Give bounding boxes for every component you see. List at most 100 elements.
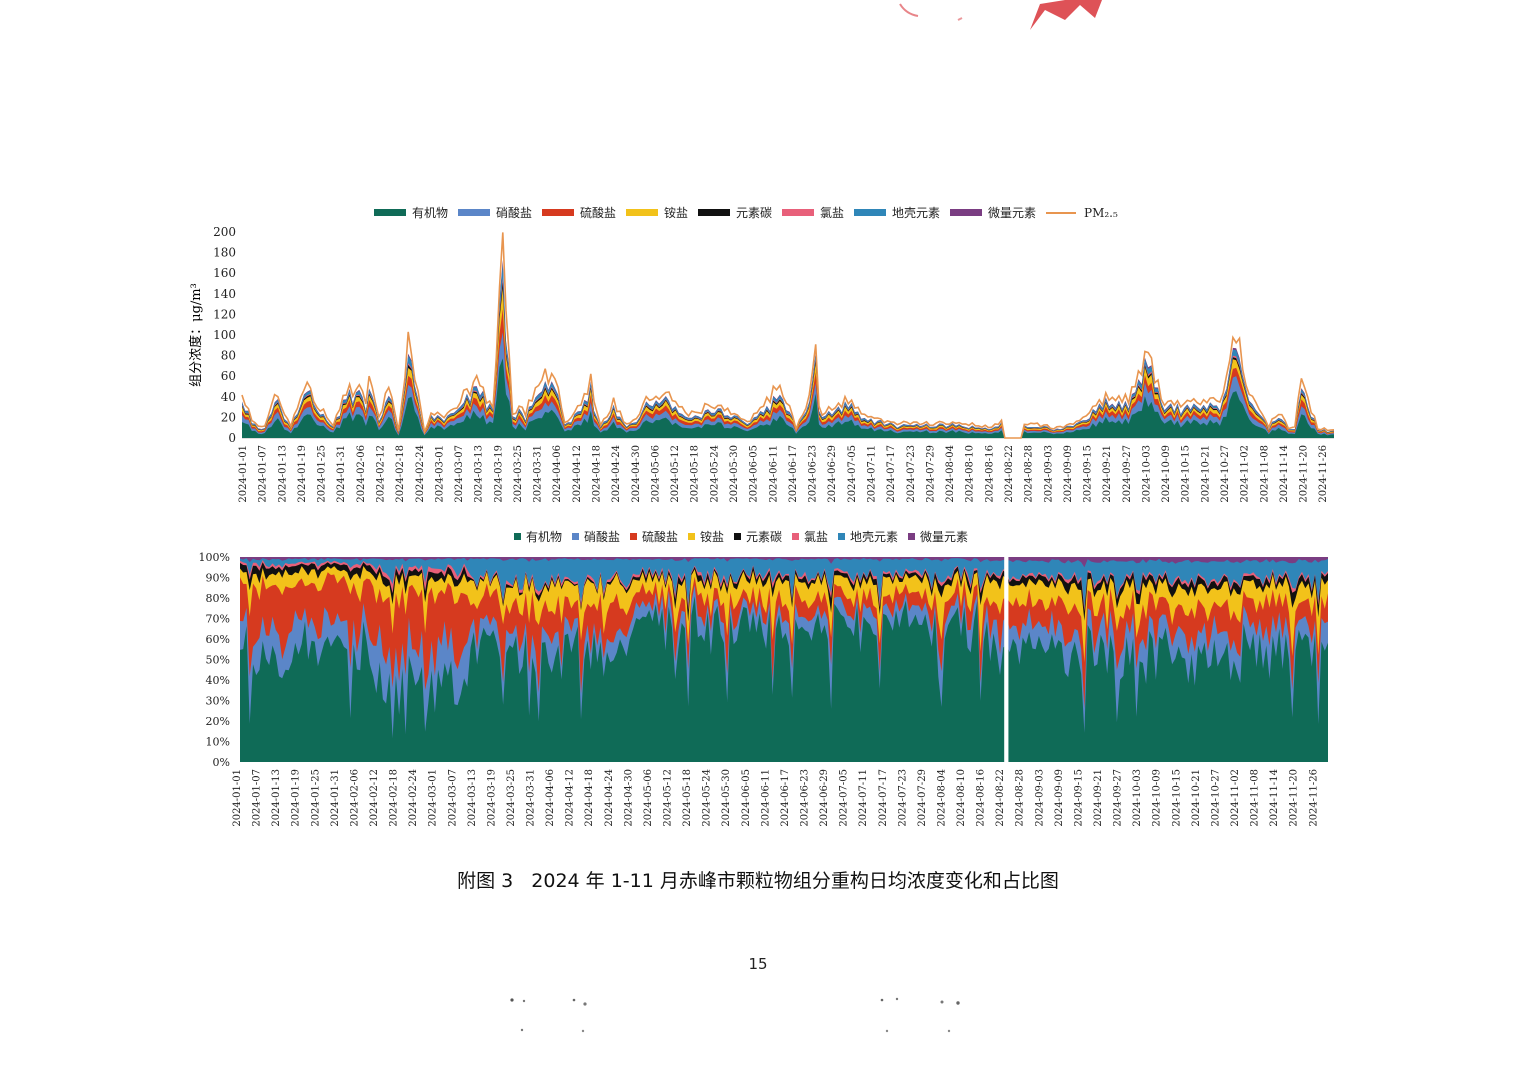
missing-data-gap [1004, 555, 1009, 764]
x-tick-label: 2024-08-10 [965, 445, 976, 503]
legend-label: 硫酸盐 [580, 205, 616, 220]
area-organic [240, 596, 1328, 762]
y-tick-label: 10% [206, 736, 230, 749]
x-tick-label: 2024-03-07 [447, 769, 458, 827]
legend-swatch-elemental-carbon [698, 209, 730, 216]
x-tick-label: 2024-09-21 [1102, 445, 1113, 503]
chart1-x-ticks: 2024-01-01 2024-01-07 2024-01-13 2024-01-19… [238, 445, 1329, 503]
x-tick-label: 2024-08-22 [995, 769, 1006, 827]
x-tick-label: 2024-03-31 [533, 445, 544, 503]
x-tick-label: 2024-08-28 [1015, 769, 1026, 827]
x-tick-label: 2024-09-03 [1034, 769, 1045, 827]
x-tick-label: 2024-06-17 [780, 769, 791, 827]
x-tick-label: 2024-04-30 [631, 445, 642, 503]
x-tick-label: 2024-10-03 [1132, 769, 1143, 827]
x-tick-label: 2024-05-24 [702, 769, 713, 827]
x-tick-label: 2024-11-02 [1240, 445, 1251, 503]
chart2-legend: 有机物 硝酸盐 硫酸盐 铵盐 元素碳 氯盐 地壳元素 微量元素 [514, 529, 968, 544]
legend-label: 元素碳 [736, 206, 772, 220]
legend-swatch-chloride [792, 533, 799, 540]
y-tick-label: 120 [213, 307, 236, 321]
x-tick-label: 2024-10-15 [1181, 445, 1192, 503]
x-tick-label: 2024-11-14 [1279, 445, 1290, 503]
legend-label: 铵盐 [700, 529, 724, 544]
x-tick-label: 2024-01-25 [310, 769, 321, 827]
chart1-y-axis-label: 组分浓度：μg/m³ [188, 283, 204, 387]
x-tick-label: 2024-08-16 [976, 769, 987, 827]
x-tick-label: 2024-10-09 [1152, 769, 1163, 827]
y-tick-label: 100% [199, 551, 230, 564]
x-tick-label: 2024-06-11 [768, 445, 779, 503]
x-tick-label: 2024-07-29 [925, 445, 936, 503]
x-tick-label: 2024-05-06 [650, 445, 661, 503]
scan-specks [510, 997, 960, 1033]
x-tick-label: 2024-06-17 [788, 445, 799, 503]
y-tick-label: 40 [221, 390, 236, 404]
x-tick-label: 2024-03-25 [506, 769, 517, 827]
x-tick-label: 2024-11-26 [1318, 445, 1329, 503]
figure-caption-label: 附图 3 [457, 870, 514, 892]
x-tick-label: 2024-10-09 [1161, 445, 1172, 503]
legend-swatch-elemental-carbon [734, 533, 741, 540]
x-tick-label: 2024-03-13 [467, 769, 478, 827]
x-tick-label: 2024-10-21 [1200, 445, 1211, 503]
x-tick-label: 2024-05-30 [729, 445, 740, 503]
x-tick-label: 2024-03-19 [493, 445, 504, 503]
x-tick-label: 2024-01-25 [317, 445, 328, 503]
chart2-x-ticks: 2024-01-01 2024-01-07 2024-01-13 2024-01-19… [232, 769, 1319, 827]
y-tick-label: 180 [213, 246, 236, 260]
x-tick-label: 2024-06-29 [819, 769, 830, 827]
figure-caption-text: 2024 年 1-11 月赤峰市颗粒物组分重构日均浓度变化和占比图 [531, 870, 1059, 892]
x-tick-label: 2024-06-29 [827, 445, 838, 503]
legend-swatch-organic [374, 209, 406, 216]
x-tick-label: 2024-08-28 [1024, 445, 1035, 503]
y-tick-label: 200 [213, 225, 236, 239]
x-tick-label: 2024-01-07 [258, 445, 269, 503]
y-tick-label: 70% [206, 613, 230, 626]
y-tick-label: 20 [221, 410, 236, 424]
x-tick-label: 2024-07-23 [906, 445, 917, 503]
x-tick-label: 2024-10-03 [1141, 445, 1152, 503]
x-tick-label: 2024-06-23 [808, 445, 819, 503]
x-tick-label: 2024-05-06 [643, 769, 654, 827]
y-tick-label: 90% [206, 572, 230, 585]
y-tick-label: 80% [206, 592, 230, 605]
y-tick-label: 40% [206, 674, 230, 687]
page-number: 15 [748, 955, 768, 973]
x-tick-label: 2024-01-13 [277, 445, 288, 503]
x-tick-label: 2024-05-12 [670, 445, 681, 503]
legend-swatch-organic [514, 533, 521, 540]
legend-label: 微量元素 [988, 206, 1036, 220]
legend-swatch-sulfate [542, 209, 574, 216]
x-tick-label: 2024-07-29 [917, 769, 928, 827]
chart2-area-series [240, 555, 1328, 764]
x-tick-label: 2024-08-16 [984, 445, 995, 503]
legend-swatch-ammonium [688, 533, 695, 540]
x-tick-label: 2024-07-05 [839, 769, 850, 827]
x-tick-label: 2024-08-10 [956, 769, 967, 827]
legend-swatch-ammonium [626, 209, 658, 216]
x-tick-label: 2024-04-18 [592, 445, 603, 503]
x-tick-label: 2024-01-31 [330, 769, 341, 827]
y-tick-label: 0 [228, 431, 236, 445]
x-tick-label: 2024-08-04 [936, 769, 947, 827]
x-tick-label: 2024-09-09 [1054, 769, 1065, 827]
concentration-stacked-area-chart: 有机物 硝酸盐 硫酸盐 铵盐 元素碳 氯盐 地壳元素 微量元素 PM₂.₅ 组分浓度：μg/m³… [188, 205, 1335, 503]
pm25-line [241, 232, 1335, 439]
x-tick-label: 2024-09-15 [1073, 769, 1084, 827]
x-tick-label: 2024-03-01 [434, 445, 445, 503]
x-tick-label: 2024-01-31 [336, 445, 347, 503]
area-organic [242, 358, 1334, 438]
x-tick-label: 2024-06-23 [799, 769, 810, 827]
x-tick-label: 2024-10-27 [1210, 769, 1221, 827]
x-tick-label: 2024-02-12 [369, 769, 380, 827]
x-tick-label: 2024-03-07 [454, 445, 465, 503]
y-tick-label: 80 [221, 349, 236, 363]
x-tick-label: 2024-04-18 [584, 769, 595, 827]
x-tick-label: 2024-03-31 [526, 769, 537, 827]
x-tick-label: 2024-05-18 [690, 445, 701, 503]
x-tick-label: 2024-03-13 [474, 445, 485, 503]
x-tick-label: 2024-04-24 [604, 769, 615, 827]
legend-label: 氯盐 [804, 530, 828, 544]
x-tick-label: 2024-09-27 [1122, 445, 1133, 503]
